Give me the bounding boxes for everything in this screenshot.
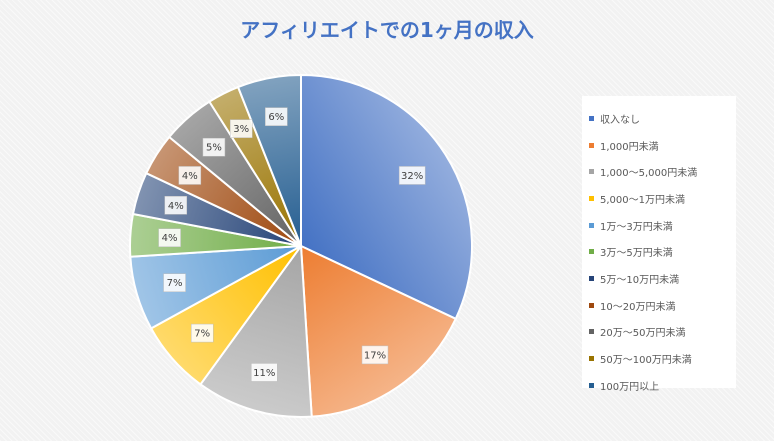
data-label-box-11	[265, 107, 288, 126]
legend-swatch	[589, 169, 594, 175]
data-label-box-9	[202, 137, 226, 157]
data-label-3: 11%	[253, 368, 275, 379]
data-label-9: 5%	[206, 143, 222, 154]
legend-swatch	[589, 356, 594, 362]
legend-item: 1,000〜5,000円未満	[582, 158, 736, 185]
legend-label: 5,000〜1万円未満	[600, 194, 685, 206]
legend: 収入なし 1,000円未満 1,000〜5,000円未満 5,000〜1万円未満 1万〜…	[582, 96, 736, 393]
data-label-box-7	[164, 196, 188, 215]
legend-swatch	[589, 222, 594, 228]
legend-label: 20万〜50万円未満	[600, 328, 686, 340]
legend-label: 100万円以上	[600, 381, 660, 393]
legend-label: 収入なし	[600, 114, 640, 126]
data-label-6: 4%	[162, 233, 178, 244]
data-label-box-5	[163, 273, 186, 292]
legend-swatch	[589, 329, 594, 335]
legend-label: 5万〜10万円未満	[600, 274, 680, 286]
data-label-box-10	[229, 119, 253, 138]
legend-item: 20万〜50万円未満	[582, 319, 736, 346]
legend-swatch	[589, 302, 594, 308]
legend-item: 5万〜10万円未満	[582, 265, 736, 292]
data-label-8: 4%	[182, 171, 198, 182]
data-label-7: 4%	[168, 201, 184, 212]
legend-swatch	[589, 249, 594, 255]
legend-label: 50万〜100万円未満	[600, 355, 692, 367]
data-label-10: 3%	[233, 124, 249, 135]
legend-swatch	[589, 142, 594, 148]
pie-slice-1	[300, 73, 473, 321]
legend-item: 10〜20万円未満	[582, 292, 736, 319]
legend-swatch	[589, 195, 594, 201]
legend-label: 3万〜5万円未満	[600, 248, 673, 260]
data-label-11: 6%	[268, 112, 284, 123]
data-label-4: 7%	[194, 329, 210, 340]
legend-label: 1,000〜5,000円未満	[600, 168, 698, 180]
legend-label: 1,000円未満	[600, 141, 659, 153]
data-label-box-8	[178, 166, 202, 185]
legend-label: 10〜20万円未満	[600, 301, 676, 313]
legend-item: 収入なし	[582, 105, 736, 132]
data-label-box-4	[190, 323, 214, 343]
legend-item: 5,000〜1万円未満	[582, 185, 736, 212]
legend-item: 1万〜3万円未満	[582, 212, 736, 239]
data-label-box-1	[398, 166, 426, 185]
chart-title: アフィリエイトでの1ヶ月の収入	[240, 18, 534, 42]
legend-swatch	[589, 275, 594, 281]
legend-item: 1,000円未満	[582, 132, 736, 159]
legend-swatch	[589, 382, 594, 388]
data-label-box-3	[251, 363, 278, 382]
pie-slice-2	[299, 244, 458, 418]
legend-item: 3万〜5万円未満	[582, 238, 736, 265]
legend-item: 100万円以上	[582, 372, 736, 399]
legend-label: 1万〜3万円未満	[600, 221, 673, 233]
data-label-box-2	[361, 345, 389, 365]
pie-slice-3	[199, 243, 313, 418]
data-label-5: 7%	[167, 278, 183, 289]
data-label-box-6	[158, 228, 181, 247]
data-label-1: 32%	[401, 171, 423, 182]
legend-swatch	[589, 115, 594, 121]
legend-item: 50万〜100万円未満	[582, 345, 736, 372]
data-label-2: 17%	[364, 350, 386, 361]
